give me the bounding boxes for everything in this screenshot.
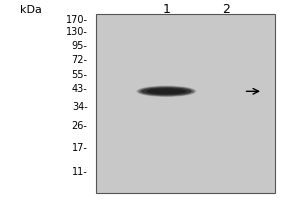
Text: 2: 2 bbox=[222, 3, 230, 16]
Bar bbox=[97, 14, 275, 193]
Text: 170-: 170- bbox=[66, 15, 88, 25]
Text: 26-: 26- bbox=[72, 121, 88, 131]
Ellipse shape bbox=[136, 86, 196, 97]
Text: 11-: 11- bbox=[72, 167, 88, 177]
Ellipse shape bbox=[141, 87, 192, 95]
Text: 95-: 95- bbox=[72, 41, 88, 51]
Text: 34-: 34- bbox=[72, 102, 88, 112]
Ellipse shape bbox=[138, 86, 194, 96]
Text: kDa: kDa bbox=[20, 5, 42, 15]
Ellipse shape bbox=[146, 88, 186, 94]
Text: 72-: 72- bbox=[72, 55, 88, 65]
Text: 55-: 55- bbox=[72, 70, 88, 80]
Text: 130-: 130- bbox=[66, 27, 88, 37]
Text: 17-: 17- bbox=[72, 143, 88, 153]
Text: 1: 1 bbox=[162, 3, 170, 16]
Text: 43-: 43- bbox=[72, 84, 88, 94]
